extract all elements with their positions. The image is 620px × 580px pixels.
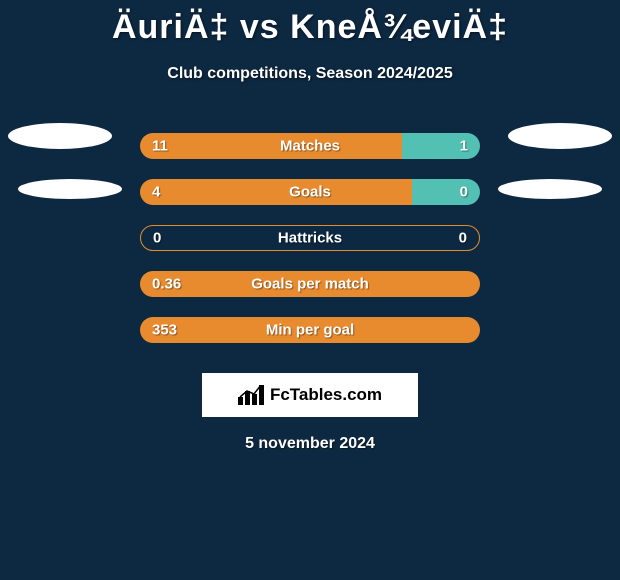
page-subtitle: Club competitions, Season 2024/2025 [167,65,452,83]
stat-left-value: 0 [153,230,161,247]
stat-bar: 4 Goals 0 [140,179,480,205]
stat-bar: 353 Min per goal [140,317,480,343]
stat-bar: 0.36 Goals per match [140,271,480,297]
brand-badge[interactable]: FcTables.com [202,373,418,417]
stat-left-value: 11 [152,138,168,155]
stat-row: 4 Goals 0 [0,169,620,215]
stat-label: Min per goal [266,322,354,339]
bar-right-segment [412,179,480,205]
brand-text: FcTables.com [270,385,382,405]
stat-label: Hattricks [278,230,342,247]
stat-left-value: 0.36 [152,276,181,293]
stat-row: 0 Hattricks 0 [0,215,620,261]
stat-left-value: 353 [152,322,177,339]
stat-right-value: 0 [460,184,468,201]
bar-left-segment [140,133,402,159]
stat-label: Goals per match [251,276,369,293]
stat-row: 353 Min per goal [0,307,620,353]
bar-left-segment [140,179,412,205]
stat-right-value: 0 [459,230,467,247]
footer-date: 5 november 2024 [245,435,375,453]
stat-bar-empty: 0 Hattricks 0 [140,225,480,251]
stats-chart: 11 Matches 1 4 Goals 0 0 Hattricks 0 [0,123,620,353]
bars-icon [238,385,264,405]
stat-row: 11 Matches 1 [0,123,620,169]
stat-label: Matches [280,138,340,155]
stat-left-value: 4 [152,184,160,201]
bar-right-segment [402,133,480,159]
stat-bar: 11 Matches 1 [140,133,480,159]
stat-right-value: 1 [460,138,468,155]
stat-label: Goals [289,184,331,201]
stat-row: 0.36 Goals per match [0,261,620,307]
page-title: ÄuriÄ‡ vs KneÅ¾eviÄ‡ [112,8,508,47]
comparison-card: ÄuriÄ‡ vs KneÅ¾eviÄ‡ Club competitions, … [0,0,620,453]
